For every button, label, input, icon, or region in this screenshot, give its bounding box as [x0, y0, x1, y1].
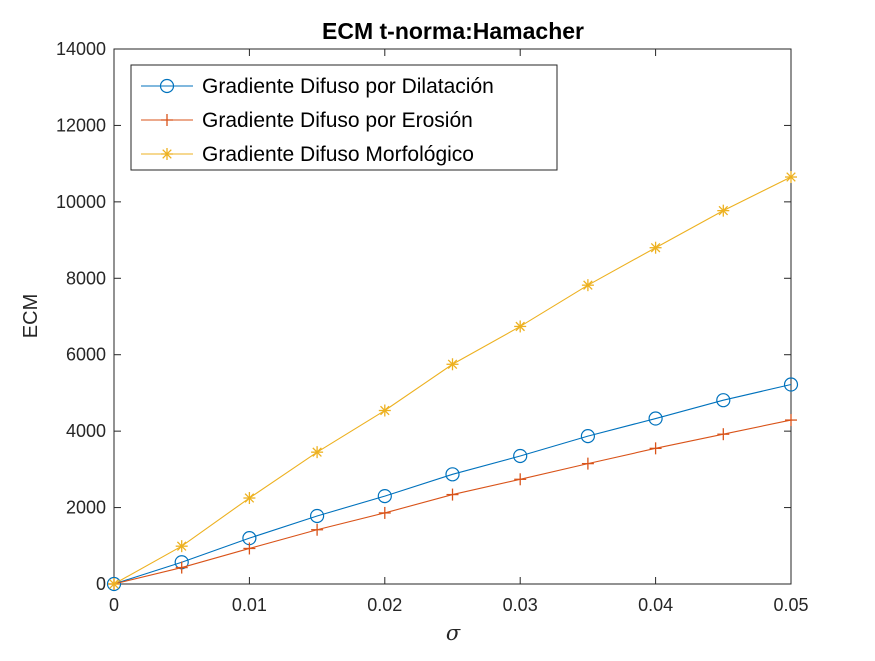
y-tick-label: 6000: [66, 345, 106, 365]
data-point: [785, 414, 797, 427]
x-tick-label: 0: [109, 595, 119, 615]
data-point: [106, 576, 122, 592]
x-tick-label: 0.05: [773, 595, 808, 615]
legend-item: Gradiente Difuso Morfológico: [141, 143, 474, 166]
data-point: [717, 204, 730, 217]
data-point: [716, 393, 731, 408]
data-point: [649, 241, 662, 254]
data-point: [649, 442, 662, 455]
legend-marker: [161, 114, 173, 126]
data-point: [785, 171, 797, 184]
data-point: [648, 411, 663, 426]
data-point: [514, 473, 527, 486]
legend-label: Gradiente Difuso Morfológico: [202, 143, 474, 166]
data-point: [378, 506, 391, 519]
y-tick-label: 10000: [56, 192, 106, 212]
data-point: [108, 578, 120, 590]
series-asterisk: [108, 171, 797, 590]
data-point: [311, 523, 324, 536]
data-series: [106, 171, 799, 592]
y-tick-label: 8000: [66, 268, 106, 288]
data-point: [717, 428, 730, 441]
data-point: [581, 279, 594, 292]
y-axis-label: ECM: [20, 294, 42, 338]
data-point: [446, 358, 459, 371]
legend: Gradiente Difuso por Dilatación Gradiente…: [130, 64, 558, 171]
x-tick-label: 0.02: [367, 595, 402, 615]
y-tick-label: 14000: [56, 39, 106, 59]
legend-marker: [161, 148, 173, 160]
series-circle: [106, 377, 799, 592]
data-point: [243, 492, 256, 505]
data-point: [377, 489, 392, 504]
legend-box: [130, 64, 558, 171]
y-tick-label: 2000: [66, 498, 106, 518]
x-tick-label: 0.03: [503, 595, 538, 615]
y-tick-label: 4000: [66, 421, 106, 441]
x-tick-label: 0.01: [232, 595, 267, 615]
data-point: [310, 508, 325, 524]
data-point: [446, 488, 459, 501]
chart-title: ECM t-norma:Hamacher: [322, 18, 584, 44]
data-point: [580, 429, 596, 444]
x-axis-label: σ: [446, 621, 461, 645]
axis-ticks: 0 0.01 0.02 0.03 0.04 0.05 0 2000 4000 6000 8000 10…: [56, 39, 809, 615]
legend-item: Gradiente Difuso por Dilatación: [141, 75, 494, 98]
data-point: [783, 377, 799, 392]
data-point: [175, 561, 188, 574]
data-point: [445, 467, 460, 482]
data-point: [513, 448, 528, 464]
data-point: [243, 542, 256, 555]
data-point: [378, 404, 391, 417]
x-tick-label: 0.04: [638, 595, 673, 615]
data-point: [175, 540, 188, 553]
legend-item: Gradiente Difuso por Erosión: [141, 109, 473, 132]
y-tick-label: 0: [96, 574, 106, 594]
data-point: [311, 446, 324, 459]
y-tick-label: 12000: [56, 115, 106, 135]
legend-label: Gradiente Difuso por Dilatación: [202, 75, 494, 98]
data-point: [581, 457, 594, 470]
legend-marker: [159, 78, 175, 94]
data-point: [514, 320, 527, 333]
series-line: [113, 383, 792, 585]
legend-label: Gradiente Difuso por Erosión: [202, 109, 473, 132]
